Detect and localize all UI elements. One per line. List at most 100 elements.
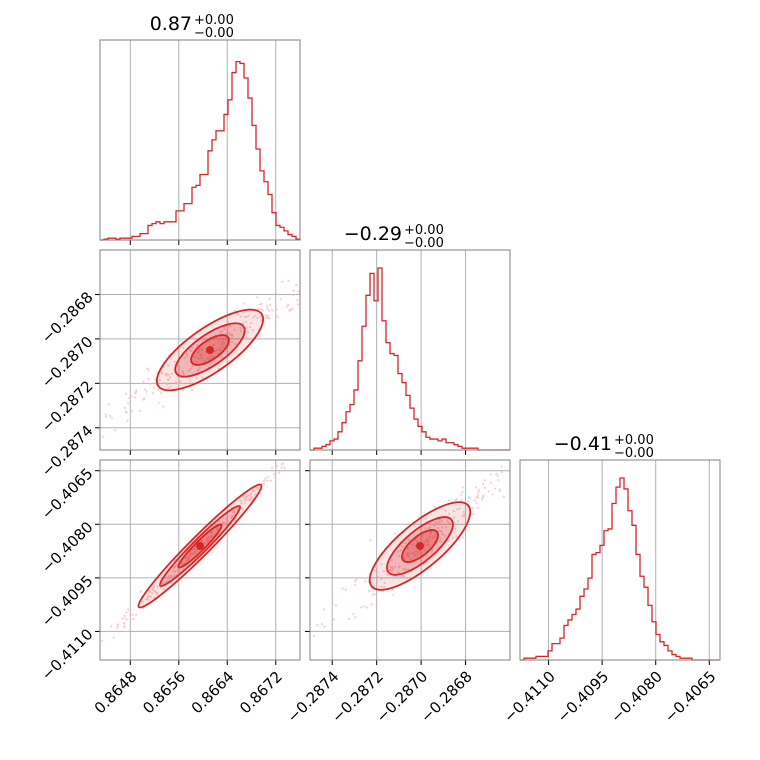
param-err-plus-0: +0.00 — [194, 13, 234, 28]
scatter-point — [195, 356, 198, 359]
scatter-point — [200, 348, 203, 351]
histogram-step-1 — [310, 267, 510, 451]
pair-content — [101, 280, 300, 438]
scatter-point — [267, 309, 270, 312]
scatter-point — [234, 342, 237, 346]
scatter-point — [426, 541, 429, 544]
scatter-point — [364, 580, 367, 583]
scatter-point — [360, 606, 363, 609]
scatter-point — [191, 365, 194, 368]
scatter-point — [410, 543, 414, 546]
scatter-point — [94, 642, 96, 644]
param-value-0: 0.87 — [150, 13, 192, 35]
scatter-point — [160, 391, 163, 395]
scatter-point — [241, 311, 244, 314]
scatter-point — [220, 348, 223, 351]
scatter-point — [355, 578, 358, 581]
scatter-point — [243, 501, 246, 504]
scatter-point — [223, 522, 226, 525]
scatter-point — [322, 608, 325, 611]
scatter-point — [162, 365, 165, 369]
scatter-point — [239, 326, 242, 329]
scatter-point — [133, 392, 137, 395]
x-tick-label: 0.8656 — [139, 668, 189, 718]
scatter-point — [419, 549, 422, 552]
scatter-point — [187, 369, 190, 372]
scatter-point — [388, 569, 392, 572]
scatter-point — [259, 485, 262, 488]
scatter-point — [436, 526, 440, 530]
scatter-point — [84, 656, 86, 658]
scatter-point — [275, 464, 278, 467]
scatter-point — [177, 382, 180, 385]
scatter-point — [198, 366, 201, 369]
scatter-point — [366, 606, 369, 609]
scatter-point — [421, 534, 425, 537]
scatter-point — [259, 492, 262, 495]
scatter-point — [231, 340, 234, 343]
scatter-point — [312, 634, 316, 638]
scatter-point — [201, 376, 204, 379]
scatter-point — [425, 561, 428, 564]
scatter-point — [157, 401, 160, 404]
scatter-point — [170, 372, 173, 375]
scatter-point — [101, 639, 104, 642]
scatter-point — [452, 510, 455, 513]
scatter-point — [190, 349, 193, 352]
scatter-point — [220, 343, 223, 346]
scatter-point — [107, 403, 110, 406]
scatter-point — [440, 529, 443, 533]
scatter-point — [406, 547, 409, 550]
scatter-point — [135, 389, 138, 392]
x-tick-label: 0.8664 — [188, 668, 238, 718]
scatter-point — [196, 344, 199, 347]
scatter-point — [354, 580, 357, 583]
scatter-point — [179, 382, 182, 385]
scatter-point — [332, 618, 335, 621]
scatter-point — [279, 298, 282, 301]
scatter-point — [297, 290, 300, 293]
scatter-point — [221, 330, 224, 333]
scatter-point — [473, 499, 476, 502]
scatter-point — [287, 280, 290, 283]
scatter-point — [116, 626, 119, 629]
scatter-point — [121, 617, 124, 620]
scatter-point — [223, 328, 226, 331]
param-value-1: −0.29 — [344, 223, 402, 245]
scatter-point — [259, 315, 262, 318]
scatter-point — [203, 360, 206, 363]
scatter-point — [244, 310, 247, 313]
x-tick-label: 0.8672 — [236, 668, 286, 718]
scatter-point — [416, 540, 419, 543]
scatter-point — [169, 385, 172, 388]
scatter-point — [442, 533, 445, 536]
scatter-point — [125, 618, 128, 621]
scatter-point — [193, 552, 196, 555]
scatter-point — [413, 544, 417, 547]
scatter-point — [212, 344, 215, 347]
scatter-point — [151, 587, 154, 590]
scatter-point — [183, 356, 186, 359]
scatter-point — [341, 587, 344, 590]
scatter-point — [166, 378, 169, 381]
scatter-point — [167, 575, 170, 578]
scatter-point — [145, 390, 148, 393]
scatter-point — [461, 514, 464, 518]
scatter-point — [292, 293, 295, 297]
scatter-point — [440, 540, 443, 543]
scatter-point — [198, 357, 201, 360]
scatter-point — [134, 613, 138, 616]
scatter-point — [399, 549, 402, 552]
scatter-point — [427, 522, 431, 525]
scatter-point — [206, 357, 209, 360]
scatter-point — [425, 555, 428, 558]
scatter-point — [497, 479, 500, 482]
scatter-point — [210, 362, 213, 365]
scatter-point — [373, 593, 376, 596]
scatter-point — [316, 623, 319, 627]
scatter-point — [230, 506, 233, 509]
scatter-point — [215, 348, 218, 351]
scatter-point — [217, 340, 220, 343]
scatter-point — [477, 506, 480, 509]
